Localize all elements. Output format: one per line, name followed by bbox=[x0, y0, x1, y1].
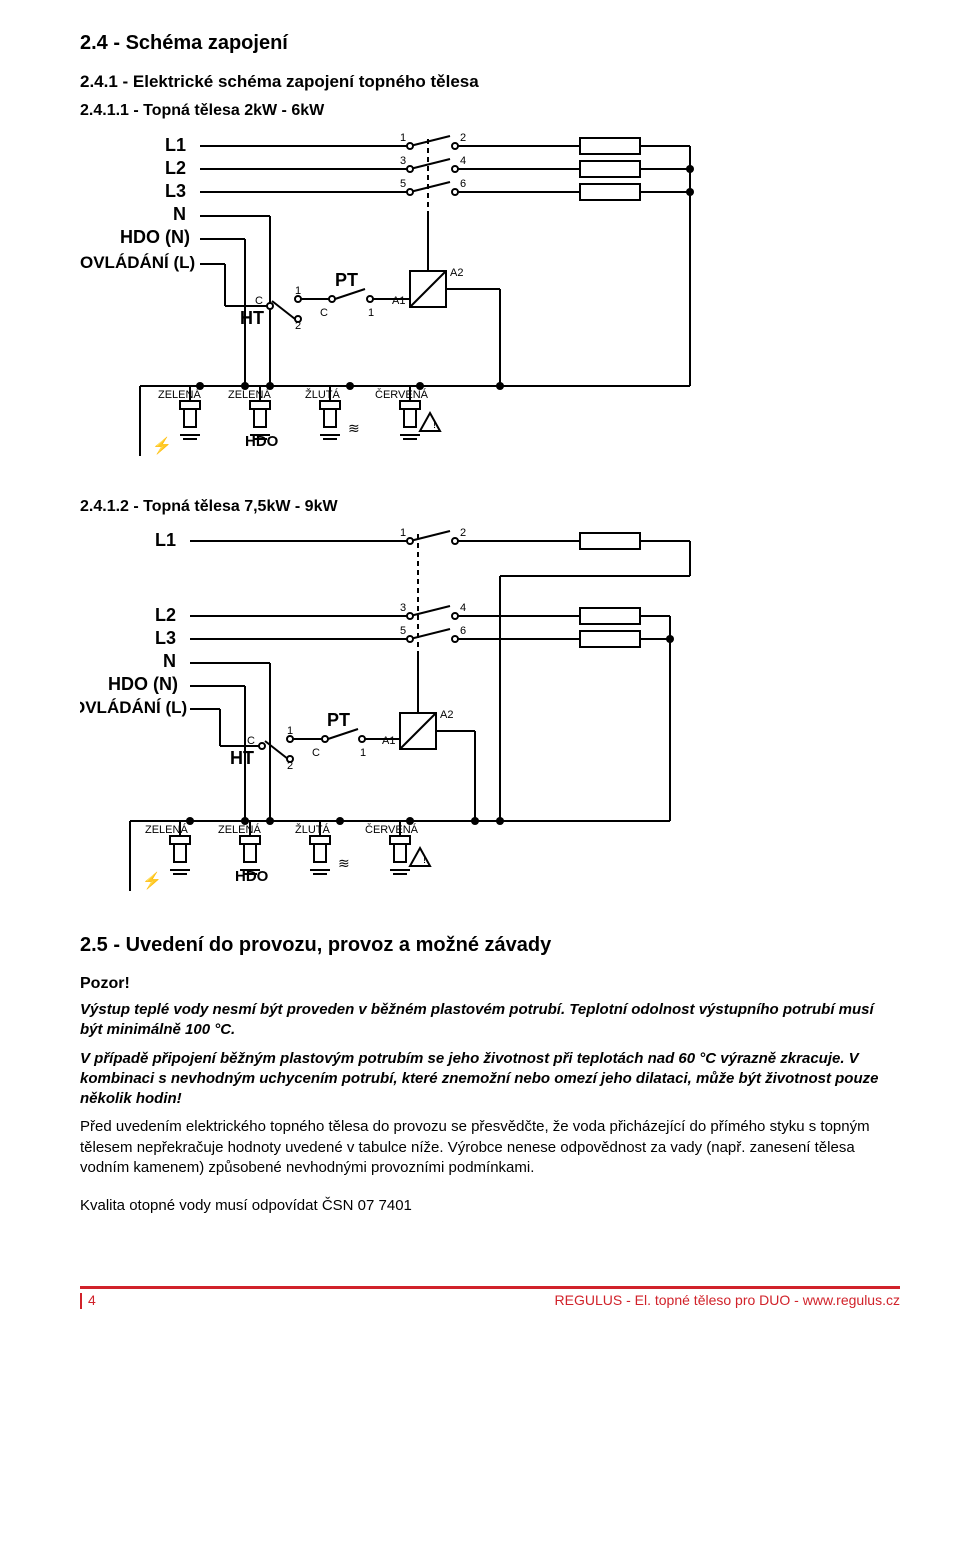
svg-text:N: N bbox=[163, 651, 176, 671]
warning-label: Pozor! bbox=[80, 973, 900, 995]
svg-text:2: 2 bbox=[460, 527, 466, 539]
svg-text:HT: HT bbox=[230, 748, 254, 768]
svg-text:≋: ≋ bbox=[338, 855, 350, 871]
svg-text:HDO: HDO bbox=[235, 868, 269, 885]
wiring-diagram-1: ⚡ ≋ ! bbox=[80, 126, 900, 482]
warning-p1: Výstup teplé vody nesmí být proveden v b… bbox=[80, 1000, 900, 1041]
svg-text:2: 2 bbox=[287, 760, 293, 772]
svg-text:L3: L3 bbox=[155, 628, 176, 648]
svg-text:L1: L1 bbox=[155, 530, 176, 550]
warning-p2: V případě připojení běžným plastovým pot… bbox=[80, 1049, 900, 1110]
svg-text:OVLÁDÁNÍ (L): OVLÁDÁNÍ (L) bbox=[80, 698, 187, 717]
svg-text:1: 1 bbox=[295, 285, 301, 297]
svg-text:L2: L2 bbox=[155, 605, 176, 625]
svg-text:N: N bbox=[173, 204, 186, 224]
svg-text:2: 2 bbox=[295, 320, 301, 332]
svg-text:PT: PT bbox=[335, 270, 358, 290]
svg-text:HDO (N): HDO (N) bbox=[108, 674, 178, 694]
svg-text:3: 3 bbox=[400, 155, 406, 167]
svg-text:ČERVENÁ: ČERVENÁ bbox=[365, 823, 419, 836]
svg-text:2: 2 bbox=[460, 132, 466, 144]
svg-text:ZELENÁ: ZELENÁ bbox=[228, 388, 271, 401]
svg-text:ZELENÁ: ZELENÁ bbox=[158, 388, 201, 401]
heading-2-5: 2.5 - Uvedení do provozu, provoz a možné… bbox=[80, 932, 900, 959]
svg-text:1: 1 bbox=[287, 725, 293, 737]
svg-text:5: 5 bbox=[400, 178, 406, 190]
svg-text:A1: A1 bbox=[382, 735, 395, 747]
svg-text:1: 1 bbox=[368, 307, 374, 319]
svg-text:L2: L2 bbox=[165, 158, 186, 178]
svg-text:1: 1 bbox=[360, 747, 366, 759]
svg-text:A2: A2 bbox=[450, 267, 463, 279]
svg-text:L3: L3 bbox=[165, 181, 186, 201]
svg-text:HDO (N): HDO (N) bbox=[120, 227, 190, 247]
svg-text:!: ! bbox=[423, 854, 426, 866]
svg-text:L1: L1 bbox=[165, 135, 186, 155]
body-p4: Kvalita otopné vody musí odpovídat ČSN 0… bbox=[80, 1196, 900, 1216]
svg-text:A2: A2 bbox=[440, 709, 453, 721]
wiring-diagram-2: ⚡ ≋ ! L1 L2 L3 N HDO (N) OVLÁDÁNÍ (L) HT… bbox=[80, 521, 900, 917]
svg-text:!: ! bbox=[433, 419, 436, 431]
svg-text:C: C bbox=[320, 307, 328, 319]
svg-text:C: C bbox=[312, 747, 320, 759]
svg-text:PT: PT bbox=[327, 710, 350, 730]
svg-text:⚡: ⚡ bbox=[142, 871, 162, 890]
svg-text:ZELENÁ: ZELENÁ bbox=[218, 823, 261, 836]
svg-text:HT: HT bbox=[240, 308, 264, 328]
footer-text: REGULUS - El. topné těleso pro DUO - www… bbox=[555, 1291, 900, 1310]
page-footer: 4 REGULUS - El. topné těleso pro DUO - w… bbox=[80, 1286, 900, 1310]
svg-text:6: 6 bbox=[460, 625, 466, 637]
page-number: 4 bbox=[80, 1291, 96, 1310]
svg-text:4: 4 bbox=[460, 602, 466, 614]
heading-2-4: 2.4 - Schéma zapojení bbox=[80, 30, 900, 57]
svg-text:1: 1 bbox=[400, 527, 406, 539]
svg-text:C: C bbox=[255, 295, 263, 307]
heading-2-4-1-1: 2.4.1.1 - Topná tělesa 2kW - 6kW bbox=[80, 100, 900, 122]
heading-2-4-1-2: 2.4.1.2 - Topná tělesa 7,5kW - 9kW bbox=[80, 496, 900, 518]
svg-text:ŽLUTÁ: ŽLUTÁ bbox=[295, 823, 331, 836]
svg-text:6: 6 bbox=[460, 178, 466, 190]
svg-text:C: C bbox=[247, 735, 255, 747]
svg-text:3: 3 bbox=[400, 602, 406, 614]
svg-text:HDO: HDO bbox=[245, 433, 279, 450]
body-p3: Před uvedením elektrického topného těles… bbox=[80, 1117, 900, 1178]
svg-text:ZELENÁ: ZELENÁ bbox=[145, 823, 188, 836]
svg-text:≋: ≋ bbox=[348, 420, 360, 436]
heading-2-4-1: 2.4.1 - Elektrické schéma zapojení topné… bbox=[80, 71, 900, 94]
svg-text:OVLÁDÁNÍ (L): OVLÁDÁNÍ (L) bbox=[80, 253, 195, 272]
svg-text:1: 1 bbox=[400, 132, 406, 144]
svg-text:⚡: ⚡ bbox=[152, 436, 172, 455]
svg-text:ŽLUTÁ: ŽLUTÁ bbox=[305, 388, 341, 401]
svg-text:4: 4 bbox=[460, 155, 466, 167]
svg-text:A1: A1 bbox=[392, 295, 405, 307]
svg-text:5: 5 bbox=[400, 625, 406, 637]
svg-text:ČERVENÁ: ČERVENÁ bbox=[375, 388, 429, 401]
